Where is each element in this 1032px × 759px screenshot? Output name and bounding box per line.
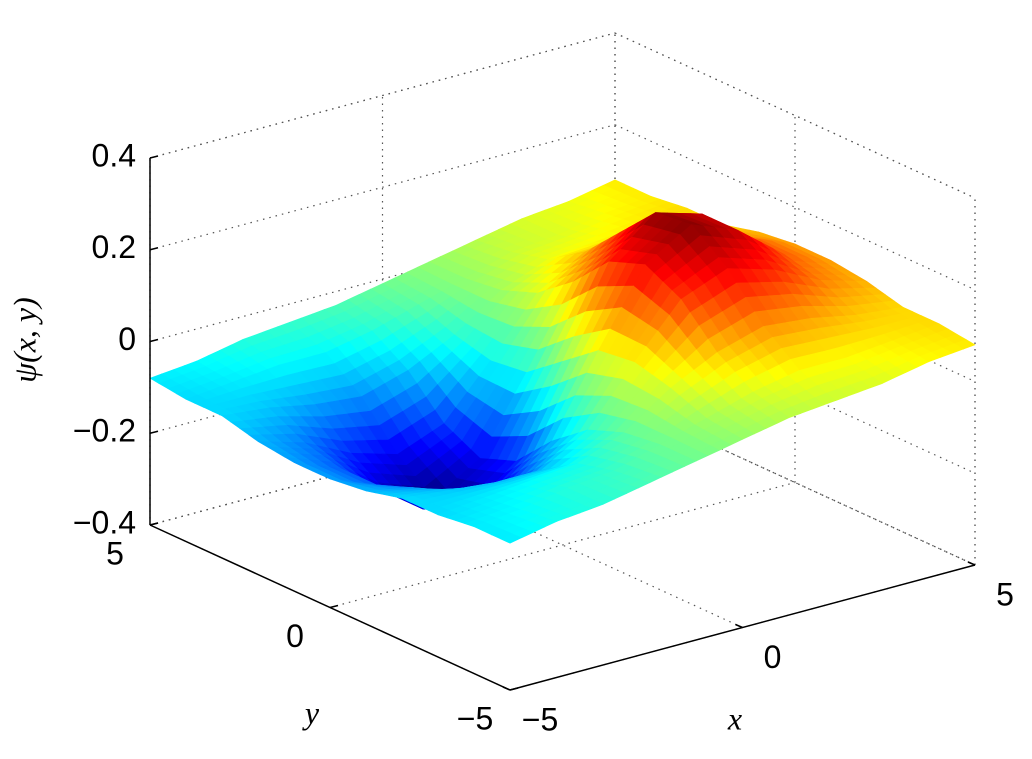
x-tick-label: 0 bbox=[764, 639, 782, 675]
y-tick bbox=[149, 522, 159, 526]
z-tick-label: 0.4 bbox=[92, 137, 136, 173]
grid-line bbox=[614, 399, 976, 566]
grid-line bbox=[614, 32, 976, 199]
z-tick bbox=[149, 430, 159, 434]
axes: −0.4 −0.2 0 0.2 0.4 −5 0 5 −5 0 5 bbox=[73, 137, 1014, 737]
y-axis-label: y bbox=[302, 694, 320, 730]
x-tick-label: 5 bbox=[996, 576, 1014, 612]
z-tick bbox=[149, 247, 159, 251]
z-tick-label: −0.4 bbox=[73, 504, 136, 540]
z-tick-label: 0 bbox=[118, 321, 136, 357]
grid-line bbox=[329, 481, 796, 609]
z-tick-label: −0.2 bbox=[73, 413, 136, 449]
x-tick bbox=[735, 623, 743, 629]
x-tick-label: −5 bbox=[522, 701, 558, 737]
z-tick bbox=[149, 155, 159, 159]
grid-line bbox=[614, 124, 976, 291]
y-tick-label: 0 bbox=[286, 618, 304, 654]
y-tick-label: 5 bbox=[106, 535, 124, 571]
z-tick bbox=[149, 338, 159, 343]
z-tick-label: 0.2 bbox=[92, 229, 136, 265]
y-tick bbox=[509, 687, 519, 691]
grid-line bbox=[149, 32, 616, 159]
x-tick bbox=[967, 561, 976, 566]
surface-patch bbox=[500, 533, 523, 544]
x-tick bbox=[502, 686, 511, 691]
grid-line bbox=[382, 461, 743, 629]
surface bbox=[149, 179, 976, 544]
y-tick-label: −5 bbox=[457, 700, 493, 736]
y-tick bbox=[329, 604, 339, 609]
grid-line bbox=[149, 124, 616, 251]
z-axis-label: ψ(x, y) bbox=[6, 297, 42, 383]
x-axis-label: x bbox=[727, 700, 742, 736]
